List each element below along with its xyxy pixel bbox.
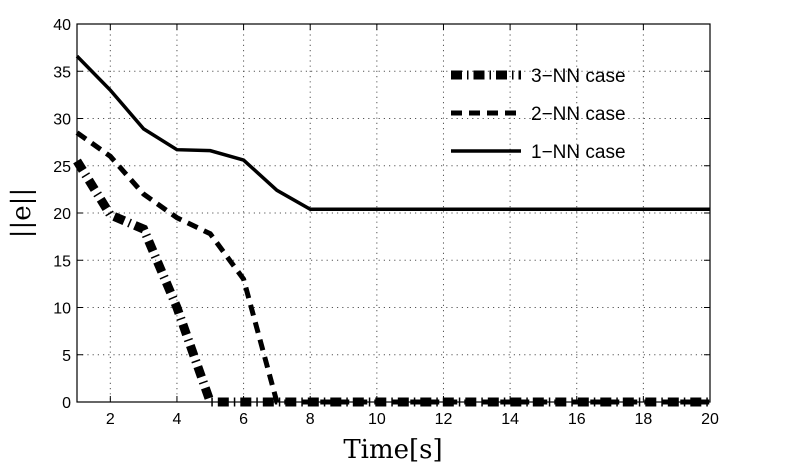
y-tick-label: 10: [53, 301, 71, 318]
axis-ticks: 2 4 6 8 10 12 14 16 18 20 0 5 10 15 20 25 30 35 40: [53, 17, 719, 428]
y-tick-label: 40: [53, 17, 71, 34]
legend-label-1: 3−NN case: [531, 66, 626, 87]
x-tick-label: 2: [106, 411, 115, 428]
legend-label-2: 2−NN case: [531, 104, 626, 125]
x-tick-label: 18: [634, 411, 652, 428]
y-tick-label: 35: [53, 64, 71, 81]
y-tick-label: 30: [53, 112, 71, 129]
y-tick-label: 20: [53, 206, 71, 223]
x-axis-label: Time[s]: [343, 435, 442, 465]
x-tick-label: 4: [172, 411, 181, 428]
legend: 3−NN case 2−NN case 1−NN case: [451, 66, 626, 163]
legend-label-3: 1−NN case: [531, 142, 626, 163]
y-axis-label: ||e||: [7, 188, 37, 238]
x-tick-label: 6: [239, 411, 248, 428]
y-tick-label: 5: [62, 348, 71, 365]
series-line-1: [73, 158, 710, 407]
x-tick-label: 12: [435, 411, 453, 428]
series-line-2: [75, 130, 710, 405]
x-tick-label: 14: [501, 411, 519, 428]
y-tick-label: 25: [53, 159, 71, 176]
y-tick-label: 0: [62, 395, 71, 412]
y-tick-label: 15: [53, 253, 71, 270]
x-tick-label: 20: [701, 411, 719, 428]
x-tick-label: 16: [568, 411, 586, 428]
series-line-3: [75, 54, 710, 211]
x-tick-label: 10: [368, 411, 386, 428]
x-tick-label: 8: [306, 411, 315, 428]
grid: [77, 24, 710, 402]
